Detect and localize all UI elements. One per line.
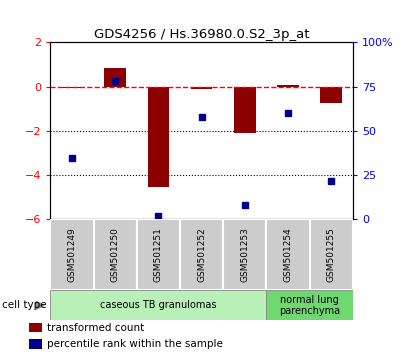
Bar (277, 85, 299, 87)
Bar (61, 87, 83, 88)
Bar (147, 87, 169, 187)
Bar (266, 219, 310, 290)
Bar (320, 87, 342, 103)
Text: GSM501250: GSM501250 (111, 227, 120, 282)
Text: GSM501249: GSM501249 (68, 228, 76, 282)
Text: GSM501251: GSM501251 (154, 227, 163, 282)
Text: normal lung
parenchyma: normal lung parenchyma (279, 295, 340, 316)
Text: GSM501254: GSM501254 (284, 228, 292, 282)
Text: cell type: cell type (2, 300, 47, 310)
Text: GSM501253: GSM501253 (240, 227, 249, 282)
Bar (266, 290, 353, 320)
Bar (29, 339, 42, 349)
Bar (137, 219, 180, 290)
Bar (94, 219, 137, 290)
Text: GSM501255: GSM501255 (327, 227, 336, 282)
Title: GDS4256 / Hs.36980.0.S2_3p_at: GDS4256 / Hs.36980.0.S2_3p_at (94, 28, 310, 41)
Bar (310, 219, 353, 290)
Bar (29, 323, 42, 332)
Bar (105, 68, 126, 87)
Text: transformed count: transformed count (47, 323, 145, 333)
Bar (234, 87, 256, 133)
Bar (223, 219, 266, 290)
Bar (180, 219, 223, 290)
Bar (50, 290, 266, 320)
Text: GSM501252: GSM501252 (197, 228, 206, 282)
Bar (50, 219, 94, 290)
Bar (191, 87, 213, 88)
Text: caseous TB granulomas: caseous TB granulomas (100, 300, 217, 310)
Text: percentile rank within the sample: percentile rank within the sample (47, 339, 223, 349)
